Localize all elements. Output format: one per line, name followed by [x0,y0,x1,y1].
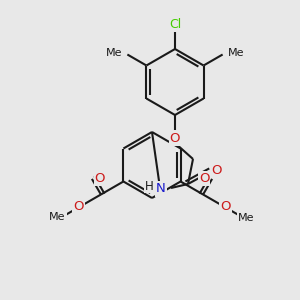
Text: Me: Me [50,212,66,223]
Text: O: O [73,200,84,213]
Text: H: H [145,179,153,193]
Text: Me: Me [238,212,255,223]
Text: Cl: Cl [169,17,181,31]
Text: Me: Me [228,49,244,58]
Text: Me: Me [106,49,122,58]
Text: N: N [156,182,166,196]
Text: O: O [199,172,209,185]
Text: O: O [95,172,105,185]
Text: O: O [211,164,221,176]
Text: O: O [170,131,180,145]
Text: O: O [220,200,231,213]
